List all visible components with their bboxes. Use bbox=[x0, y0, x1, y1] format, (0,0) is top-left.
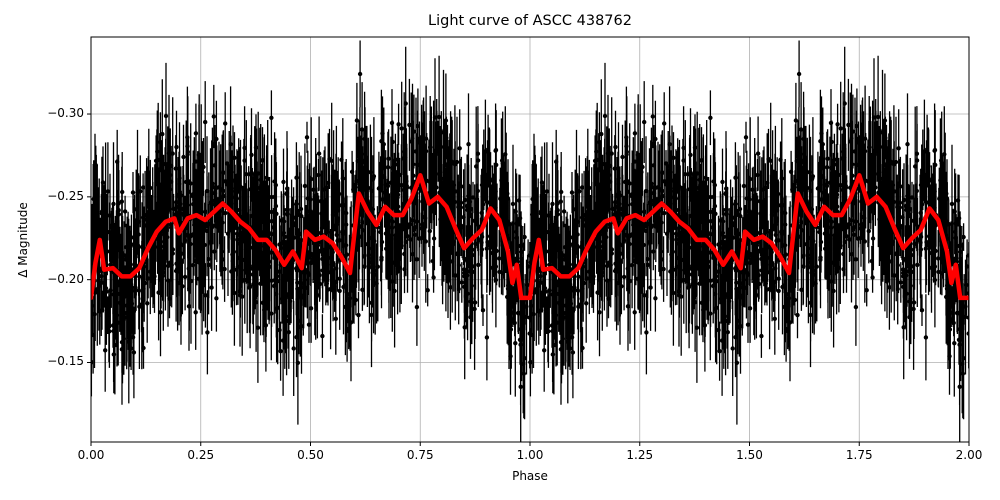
y-tick-label: −0.30 bbox=[47, 106, 84, 121]
x-tick-label: 0.75 bbox=[406, 448, 434, 462]
axis-ticks bbox=[87, 113, 970, 446]
x-tick-label: 0.00 bbox=[77, 448, 105, 462]
x-tick-label: 1.50 bbox=[736, 448, 763, 462]
x-tick-label: 1.75 bbox=[845, 448, 873, 462]
x-tick-label: 2.00 bbox=[955, 448, 983, 462]
y-tick-label: −0.20 bbox=[47, 271, 84, 286]
binned-mean-curve bbox=[91, 173, 969, 301]
chart-title: Light curve of ASCC 438762 bbox=[428, 13, 632, 29]
x-tick-label: 1.00 bbox=[516, 448, 544, 462]
x-axis-label: Phase bbox=[512, 469, 548, 483]
y-tick-label: −0.15 bbox=[47, 354, 84, 369]
x-tick-label: 0.50 bbox=[297, 448, 324, 462]
y-tick-label: −0.25 bbox=[47, 188, 84, 203]
x-tick-label: 0.25 bbox=[187, 448, 215, 462]
x-tick-label: 1.25 bbox=[626, 448, 654, 462]
